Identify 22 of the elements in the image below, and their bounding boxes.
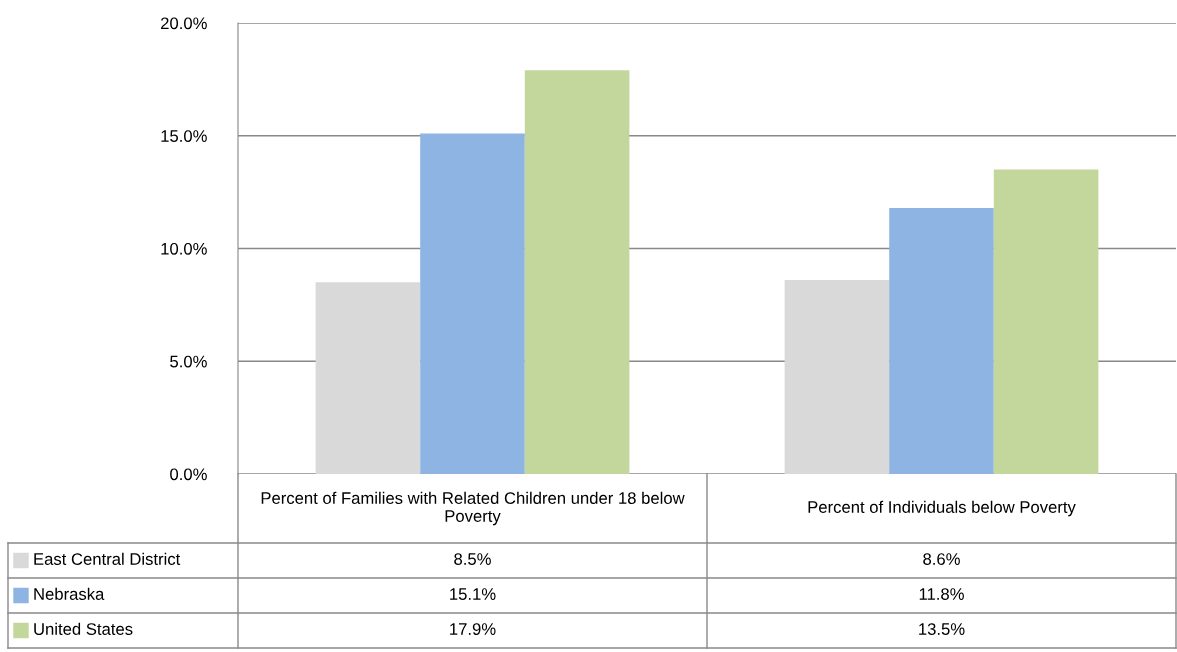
bar — [889, 207, 994, 474]
y-tick-label: 0.0% — [170, 468, 207, 481]
x-tick-label: Percent of Families with Related Children under 18 below Poverty — [261, 491, 685, 526]
bar — [420, 133, 525, 474]
bar — [315, 282, 421, 474]
legend-label: United States — [34, 622, 133, 635]
x-tick-label: Percent of Individuals below Poverty — [808, 500, 1076, 517]
data-label: 15.1% — [450, 588, 496, 600]
bar — [524, 70, 630, 474]
y-tick-label: 10.0% — [161, 242, 207, 255]
data-label: 11.8% — [919, 588, 964, 600]
data-label: 8.6% — [923, 553, 960, 565]
y-tick-label: 5.0% — [170, 355, 207, 368]
data-label: 17.9% — [450, 623, 496, 635]
legend-label: Nebraska — [34, 587, 105, 600]
bar — [993, 169, 1099, 474]
bar — [784, 280, 890, 474]
legend-label: East Central District — [34, 552, 181, 565]
y-tick-label: 15.0% — [161, 130, 207, 142]
data-label: 8.5% — [454, 553, 491, 565]
data-label: 13.5% — [919, 623, 965, 635]
y-tick-label: 20.0% — [161, 17, 207, 30]
